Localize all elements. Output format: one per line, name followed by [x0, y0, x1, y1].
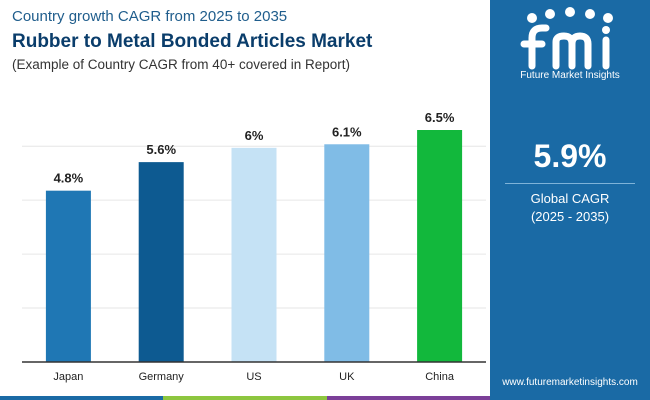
data-label: 6.1%: [332, 124, 362, 139]
bottom-bar-segment: [326, 396, 490, 400]
bar-germany: [138, 162, 184, 362]
chart-title: Rubber to Metal Bonded Articles Market: [12, 31, 373, 52]
bar-japan: [45, 190, 91, 362]
x-tick-label: UK: [339, 371, 355, 383]
chart-subtitle-bottom: (Example of Country CAGR from 40+ covere…: [12, 57, 351, 72]
bar-uk: [324, 144, 370, 362]
global-cagr-period: (2025 - 2035): [530, 209, 610, 224]
bottom-bar-segment: [163, 396, 327, 400]
website-link[interactable]: www.futuremarketinsights.com: [502, 377, 638, 388]
kpi-divider: [505, 183, 635, 184]
chart-subtitle-top: Country growth CAGR from 2025 to 2035: [12, 8, 288, 25]
bar-us: [231, 147, 277, 362]
global-cagr-label: Global CAGR: [530, 191, 610, 206]
bar-china: [417, 130, 463, 362]
x-tick-label: Japan: [53, 371, 83, 383]
x-tick-label: China: [425, 371, 455, 383]
global-cagr-value: 5.9%: [533, 138, 607, 174]
bottom-color-bar: [0, 396, 490, 400]
bar-chart: 4.8% Japan 5.6% Germany 6% US 6.1% UK 6.5% China: [22, 110, 486, 383]
data-label: 6%: [245, 128, 264, 143]
data-label: 5.6%: [146, 142, 176, 157]
bottom-bar-segment: [0, 396, 164, 400]
chart-header: Country growth CAGR from 2025 to 2035 Ru…: [12, 8, 482, 74]
brand-name: Future Market Insights: [520, 70, 620, 81]
x-tick-label: US: [246, 371, 261, 383]
x-tick-label: Germany: [139, 371, 185, 383]
sidebar-panel: Future Market Insights 5.9% Global CAGR …: [490, 0, 650, 400]
data-label: 4.8%: [54, 171, 84, 186]
fmi-logo-icon: [520, 7, 613, 70]
data-label: 6.5%: [425, 110, 455, 125]
